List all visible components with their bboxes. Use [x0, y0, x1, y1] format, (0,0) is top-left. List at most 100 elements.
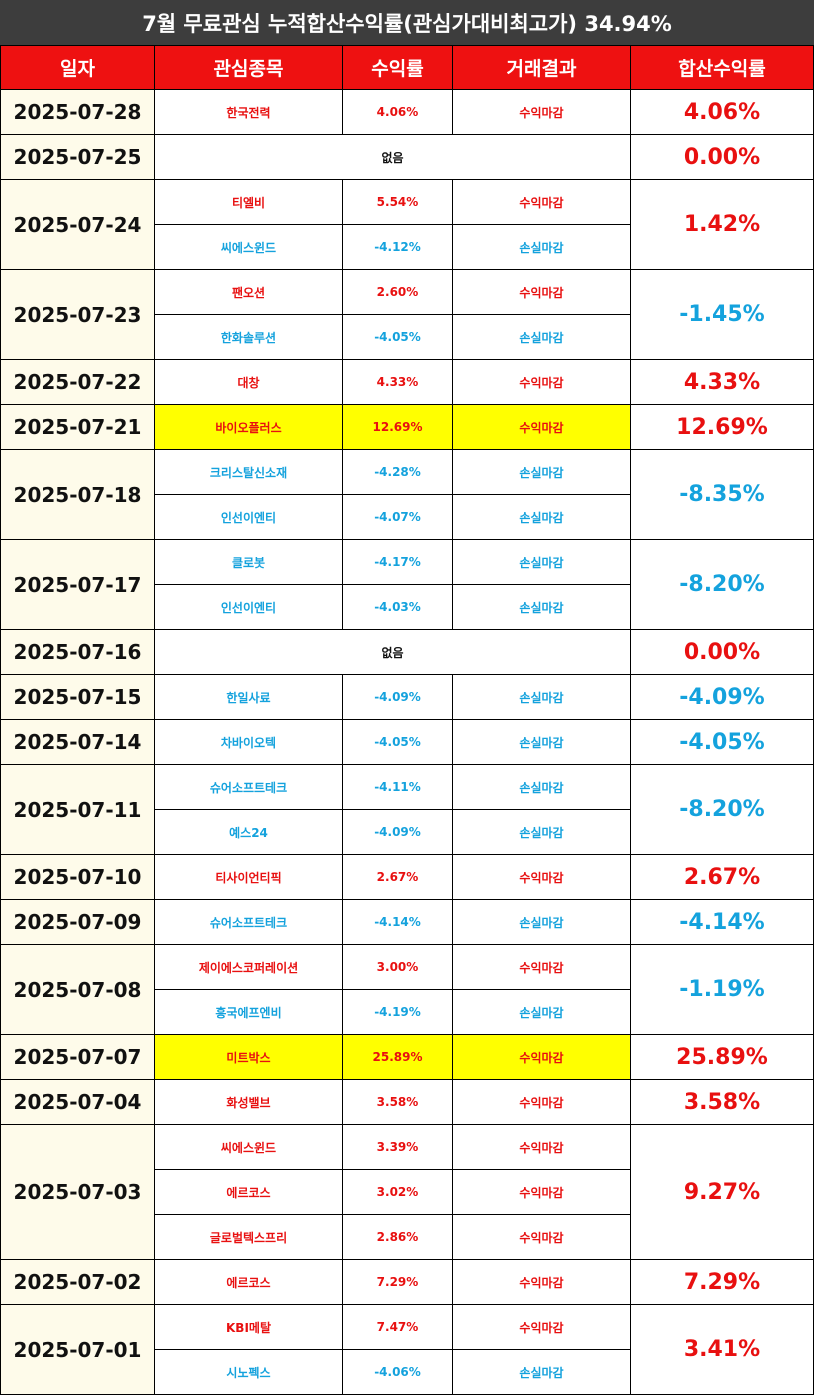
stock-name-cell: 인선이엔티 [154, 584, 343, 630]
stock-name-cell: KBI메탈 [154, 1304, 343, 1350]
table-row: 인선이엔티 -4.03% 손실마감 [1, 584, 814, 630]
stock-name-cell: 슈어소프트테크 [154, 899, 343, 945]
total-return-cell: -8.20% [630, 764, 814, 855]
table-row: 2025-07-09 슈어소프트테크 -4.14% 손실마감 -4.14% [0, 899, 814, 945]
return-cell: -4.06% [342, 1349, 453, 1395]
return-cell: -4.05% [342, 719, 453, 765]
total-return-cell: 12.69% [630, 404, 814, 450]
return-cell: -4.14% [342, 899, 453, 945]
total-return-cell: 25.89% [630, 1034, 814, 1080]
result-cell: 수익마감 [452, 1169, 631, 1215]
total-return-cell: 2.67% [630, 854, 814, 900]
result-cell: 손실마감 [452, 494, 631, 540]
total-return-cell: 3.41% [630, 1304, 814, 1395]
stock-name-cell: 에르코스 [154, 1169, 343, 1215]
table-body: 2025-07-28 한국전력 4.06% 수익마감 4.06% 2025-07-25 없음… [0, 89, 814, 1395]
result-cell: 수익마감 [452, 1034, 631, 1080]
total-return-cell: 1.42% [630, 179, 814, 270]
total-return-cell: 0.00% [630, 134, 814, 180]
stock-name-cell: 슈어소프트테크 [154, 764, 343, 810]
return-cell: -4.07% [342, 494, 453, 540]
date-cell: 2025-07-03 [0, 1124, 155, 1260]
return-cell: -4.09% [342, 674, 453, 720]
table-row: 2025-07-17 클로봇 -4.17% 손실마감 -8.20% [0, 539, 814, 630]
date-cell: 2025-07-24 [0, 179, 155, 270]
returns-table: 일자 관심종목 수익률 거래결과 합산수익률 2025-07-28 한국전력 4.0… [0, 45, 814, 1395]
table-row: 에르코스 3.02% 수익마감 [1, 1169, 814, 1215]
header-total-return: 합산수익률 [630, 45, 814, 90]
stock-name-cell: 예스24 [154, 809, 343, 855]
result-cell: 수익마감 [452, 1304, 631, 1350]
return-cell: 12.69% [342, 404, 453, 450]
total-return-cell: -8.35% [630, 449, 814, 540]
stock-name-cell: 인선이엔티 [154, 494, 343, 540]
result-cell: 수익마감 [452, 1124, 631, 1170]
table-row: 2025-07-01 KBI메탈 7.47% 수익마감 3.41% [0, 1304, 814, 1395]
result-cell: 손실마감 [452, 809, 631, 855]
total-return-cell: 4.06% [630, 89, 814, 135]
table-row: 2025-07-28 한국전력 4.06% 수익마감 4.06% [0, 89, 814, 135]
result-cell: 손실마감 [452, 989, 631, 1035]
date-cell: 2025-07-07 [0, 1034, 155, 1080]
stock-name-cell: 대창 [154, 359, 343, 405]
date-cell: 2025-07-14 [0, 719, 155, 765]
return-cell: 2.86% [342, 1214, 453, 1260]
table-row: 2025-07-22 대창 4.33% 수익마감 4.33% [0, 359, 814, 405]
stock-name-cell: 한일사료 [154, 674, 343, 720]
table-row: 2025-07-07 미트박스 25.89% 수익마감 25.89% [0, 1034, 814, 1080]
result-cell: 손실마감 [452, 449, 631, 495]
return-cell: 4.06% [342, 89, 453, 135]
return-cell: 7.47% [342, 1304, 453, 1350]
table-row: 시노펙스 -4.06% 손실마감 [1, 1349, 814, 1395]
date-cell: 2025-07-21 [0, 404, 155, 450]
result-cell: 손실마감 [452, 224, 631, 270]
result-cell: 손실마감 [452, 314, 631, 360]
date-cell: 2025-07-10 [0, 854, 155, 900]
table-row: 2025-07-16 없음 0.00% [0, 629, 814, 675]
header-row: 일자 관심종목 수익률 거래결과 합산수익률 [0, 45, 814, 90]
table-row: 2025-07-14 차바이오텍 -4.05% 손실마감 -4.05% [0, 719, 814, 765]
total-return-cell: 3.58% [630, 1079, 814, 1125]
date-cell: 2025-07-28 [0, 89, 155, 135]
result-cell: 손실마감 [452, 1349, 631, 1395]
result-cell: 수익마감 [452, 179, 631, 225]
header-stock: 관심종목 [154, 45, 343, 90]
stock-name-cell: 씨에스윈드 [154, 224, 343, 270]
stock-name-cell: 클로봇 [154, 539, 343, 585]
total-return-cell: -8.20% [630, 539, 814, 630]
date-cell: 2025-07-04 [0, 1079, 155, 1125]
date-cell: 2025-07-18 [0, 449, 155, 540]
stock-name-cell: 흥국에프엔비 [154, 989, 343, 1035]
table-row: 2025-07-18 크리스탈신소재 -4.28% 손실마감 -8.35% [0, 449, 814, 540]
table-row: 2025-07-24 티엘비 5.54% 수익마감 1.42% [0, 179, 814, 270]
date-cell: 2025-07-08 [0, 944, 155, 1035]
stock-name-cell: 시노펙스 [154, 1349, 343, 1395]
total-return-cell: -1.19% [630, 944, 814, 1035]
result-cell: 수익마감 [452, 269, 631, 315]
return-cell: 25.89% [342, 1034, 453, 1080]
return-cell: 5.54% [342, 179, 453, 225]
result-cell: 수익마감 [452, 404, 631, 450]
return-cell: 2.67% [342, 854, 453, 900]
header-return: 수익률 [342, 45, 453, 90]
date-cell: 2025-07-22 [0, 359, 155, 405]
table-row: 2025-07-08 제이에스코퍼레이션 3.00% 수익마감 -1.19% [0, 944, 814, 1035]
total-return-cell: -4.14% [630, 899, 814, 945]
table-row: 2025-07-04 화성밸브 3.58% 수익마감 3.58% [0, 1079, 814, 1125]
stock-name-cell: 에르코스 [154, 1259, 343, 1305]
date-cell: 2025-07-25 [0, 134, 155, 180]
table-row: 2025-07-25 없음 0.00% [0, 134, 814, 180]
table-row: 흥국에프엔비 -4.19% 손실마감 [1, 989, 814, 1035]
result-cell: 손실마감 [452, 539, 631, 585]
header-date: 일자 [0, 45, 155, 90]
date-cell: 2025-07-23 [0, 269, 155, 360]
return-cell: -4.19% [342, 989, 453, 1035]
table-row: 2025-07-23 팬오션 2.60% 수익마감 -1.45% [0, 269, 814, 360]
return-cell: -4.05% [342, 314, 453, 360]
stock-name-cell: 화성밸브 [154, 1079, 343, 1125]
stock-name-cell: 티엘비 [154, 179, 343, 225]
total-return-cell: 0.00% [630, 629, 814, 675]
total-return-cell: 4.33% [630, 359, 814, 405]
table-row: 2025-07-02 에르코스 7.29% 수익마감 7.29% [0, 1259, 814, 1305]
